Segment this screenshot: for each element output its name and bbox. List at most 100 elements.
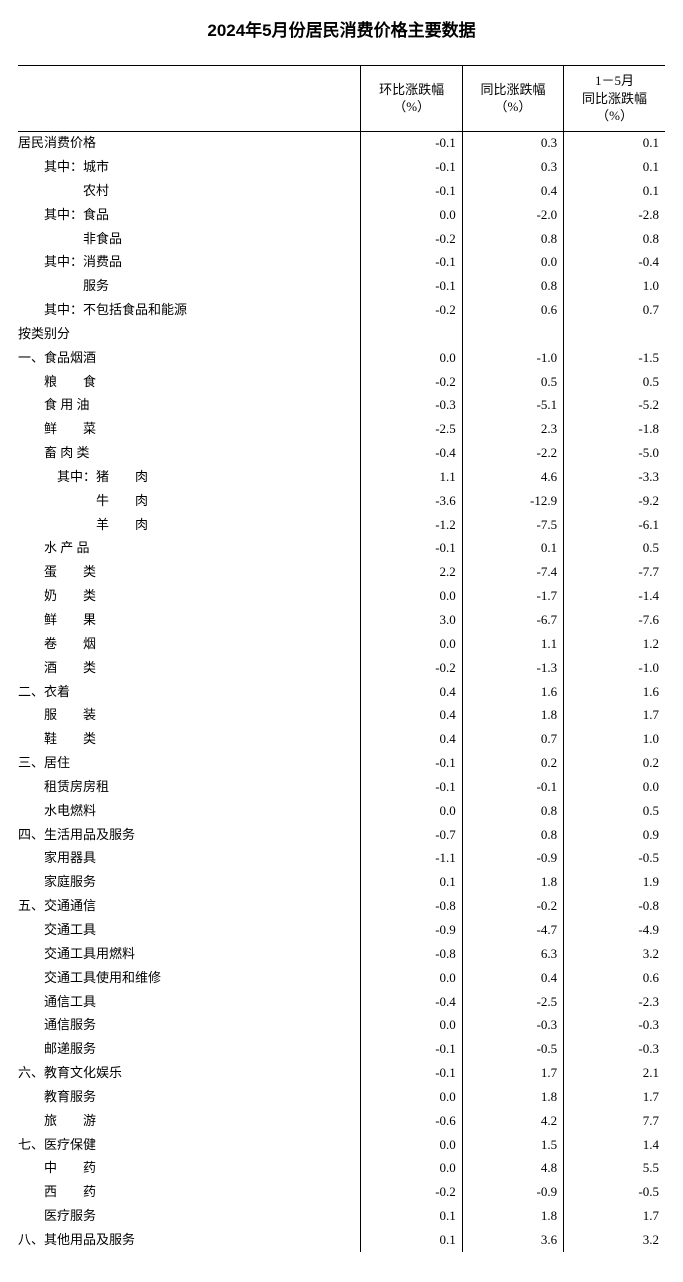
row-value-mom: -3.6 xyxy=(361,489,462,513)
row-value-yoy: -0.9 xyxy=(462,1181,563,1205)
table-row: 医疗服务0.11.81.7 xyxy=(18,1205,665,1229)
row-label: 通信服务 xyxy=(18,1014,361,1038)
row-value-ytd: 1.7 xyxy=(564,704,665,728)
row-value-ytd: -0.3 xyxy=(564,1038,665,1062)
row-value-yoy: -0.9 xyxy=(462,847,563,871)
row-label: 其中：食品 xyxy=(18,203,361,227)
row-value-yoy: 0.3 xyxy=(462,155,563,179)
table-row: 三、居住-0.10.20.2 xyxy=(18,752,665,776)
row-value-ytd: -3.3 xyxy=(564,465,665,489)
row-value-ytd: 1.0 xyxy=(564,275,665,299)
col-header-ytd: 1－5月同比涨跌幅（%） xyxy=(564,66,665,132)
row-value-yoy: 0.0 xyxy=(462,251,563,275)
row-label: 农村 xyxy=(18,179,361,203)
row-value-ytd: 0.0 xyxy=(564,775,665,799)
row-value-mom: 0.4 xyxy=(361,728,462,752)
row-label: 三、居住 xyxy=(18,752,361,776)
row-label: 卷 烟 xyxy=(18,632,361,656)
row-value-mom: 0.4 xyxy=(361,704,462,728)
row-value-yoy: -7.4 xyxy=(462,561,563,585)
row-label: 交通工具 xyxy=(18,918,361,942)
row-label: 家用器具 xyxy=(18,847,361,871)
row-value-yoy: 0.8 xyxy=(462,227,563,251)
table-row: 居民消费价格-0.10.30.1 xyxy=(18,131,665,155)
row-value-yoy xyxy=(462,322,563,346)
row-value-yoy: 1.8 xyxy=(462,871,563,895)
row-value-mom: 0.0 xyxy=(361,1133,462,1157)
row-value-mom: -0.4 xyxy=(361,990,462,1014)
row-value-yoy: 0.5 xyxy=(462,370,563,394)
row-value-yoy: -0.2 xyxy=(462,895,563,919)
row-label: 酒 类 xyxy=(18,656,361,680)
row-value-yoy: 0.4 xyxy=(462,179,563,203)
table-body: 居民消费价格-0.10.30.1 其中：城市-0.10.30.1 农村-0.10… xyxy=(18,131,665,1252)
row-value-mom xyxy=(361,322,462,346)
row-value-mom: -0.1 xyxy=(361,1062,462,1086)
row-value-ytd: -5.2 xyxy=(564,394,665,418)
row-value-mom: 0.0 xyxy=(361,585,462,609)
row-value-mom: 0.0 xyxy=(361,799,462,823)
row-value-yoy: -2.2 xyxy=(462,442,563,466)
row-value-ytd: 0.8 xyxy=(564,227,665,251)
row-value-ytd: 2.1 xyxy=(564,1062,665,1086)
row-label: 二、衣着 xyxy=(18,680,361,704)
table-row: 食 用 油-0.3-5.1-5.2 xyxy=(18,394,665,418)
table-row: 八、其他用品及服务0.13.63.2 xyxy=(18,1228,665,1252)
table-row: 卷 烟0.01.11.2 xyxy=(18,632,665,656)
row-value-yoy: 6.3 xyxy=(462,942,563,966)
row-label: 水 产 品 xyxy=(18,537,361,561)
row-label: 租赁房房租 xyxy=(18,775,361,799)
row-value-yoy: -0.3 xyxy=(462,1014,563,1038)
row-label: 五、交通通信 xyxy=(18,895,361,919)
row-label: 其中：猪 肉 xyxy=(18,465,361,489)
table-row: 其中：猪 肉1.14.6-3.3 xyxy=(18,465,665,489)
row-value-ytd: 0.5 xyxy=(564,370,665,394)
row-value-ytd: 1.4 xyxy=(564,1133,665,1157)
row-value-yoy: -12.9 xyxy=(462,489,563,513)
row-value-ytd: 3.2 xyxy=(564,942,665,966)
row-value-ytd: 0.1 xyxy=(564,179,665,203)
row-value-ytd: 0.9 xyxy=(564,823,665,847)
row-label: 奶 类 xyxy=(18,585,361,609)
row-value-ytd: 0.2 xyxy=(564,752,665,776)
page-title: 2024年5月份居民消费价格主要数据 xyxy=(18,16,665,41)
row-label: 食 用 油 xyxy=(18,394,361,418)
table-header-row: 环比涨跌幅（%） 同比涨跌幅（%） 1－5月同比涨跌幅（%） xyxy=(18,66,665,132)
row-value-mom: 0.1 xyxy=(361,1205,462,1229)
row-value-mom: -0.2 xyxy=(361,1181,462,1205)
row-value-yoy: -6.7 xyxy=(462,609,563,633)
row-value-mom: -0.2 xyxy=(361,656,462,680)
row-label: 其中：城市 xyxy=(18,155,361,179)
row-value-yoy: 4.2 xyxy=(462,1109,563,1133)
row-value-yoy: -2.0 xyxy=(462,203,563,227)
row-value-mom: -0.6 xyxy=(361,1109,462,1133)
row-value-ytd: 1.6 xyxy=(564,680,665,704)
row-value-ytd: 7.7 xyxy=(564,1109,665,1133)
row-value-mom: -0.1 xyxy=(361,1038,462,1062)
table-row: 羊 肉-1.2-7.5-6.1 xyxy=(18,513,665,537)
row-label: 水电燃料 xyxy=(18,799,361,823)
row-value-mom: -0.1 xyxy=(361,131,462,155)
row-value-mom: -0.3 xyxy=(361,394,462,418)
table-row: 四、生活用品及服务-0.70.80.9 xyxy=(18,823,665,847)
row-label: 按类别分 xyxy=(18,322,361,346)
row-value-ytd: 0.7 xyxy=(564,299,665,323)
row-value-ytd: -5.0 xyxy=(564,442,665,466)
row-value-ytd: 0.5 xyxy=(564,799,665,823)
row-value-ytd: -0.4 xyxy=(564,251,665,275)
row-label: 服务 xyxy=(18,275,361,299)
row-value-mom: 1.1 xyxy=(361,465,462,489)
row-label: 教育服务 xyxy=(18,1085,361,1109)
row-label: 邮递服务 xyxy=(18,1038,361,1062)
col-header-yoy: 同比涨跌幅（%） xyxy=(462,66,563,132)
row-label: 中 药 xyxy=(18,1157,361,1181)
table-row: 租赁房房租-0.1-0.10.0 xyxy=(18,775,665,799)
table-row: 服 装0.41.81.7 xyxy=(18,704,665,728)
row-value-ytd: -0.8 xyxy=(564,895,665,919)
table-row: 非食品-0.20.80.8 xyxy=(18,227,665,251)
row-value-mom: 0.0 xyxy=(361,632,462,656)
row-value-ytd: 0.1 xyxy=(564,155,665,179)
row-label: 畜 肉 类 xyxy=(18,442,361,466)
row-value-yoy: 0.3 xyxy=(462,131,563,155)
row-value-mom: 0.4 xyxy=(361,680,462,704)
